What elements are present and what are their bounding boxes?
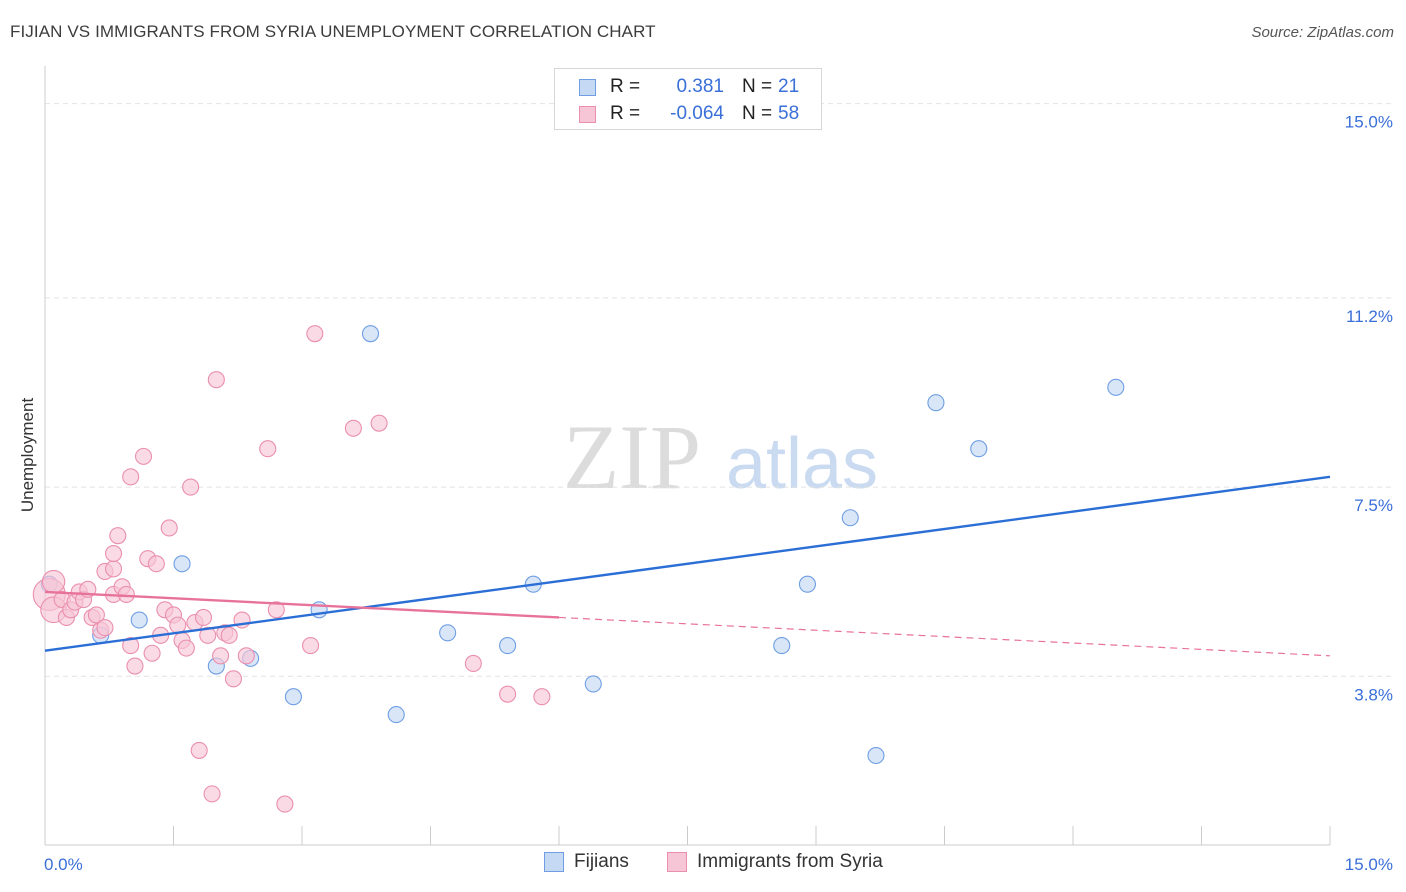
syria-point [533,688,551,706]
y-tick-label: 15.0% [1345,113,1393,132]
legend-item-syria[interactable]: Immigrants from Syria [667,851,883,873]
fijians-point [284,688,302,706]
series-legend: Fijians Immigrants from Syria [0,851,1406,877]
y-tick-label: 3.8% [1354,685,1393,704]
legend-row-syria: R = -0.064 N = 58 [579,102,808,126]
syria-point [237,647,255,665]
legend-item-fijians[interactable]: Fijians [544,851,629,873]
syria-point [224,670,243,688]
syria-swatch [579,105,596,123]
watermark-atlas: atlas [726,424,878,504]
correlation-legend: R = 0.381 N = 21 R = -0.064 N = 58 [554,68,822,130]
syria-point [177,639,195,657]
syria-point [276,795,294,813]
fijians-point [499,637,517,655]
syria-point [104,544,123,563]
syria-point [143,644,161,662]
syria-point [122,637,140,655]
fijians-point [387,706,405,724]
syria-point [147,555,165,573]
n-label: N = [742,76,773,97]
syria-point [96,619,114,637]
fijians-legend-swatch [544,852,564,872]
syria-point [160,519,178,537]
fijians-point [584,675,602,693]
syria-point [182,478,200,496]
syria-point [126,657,144,675]
syria-point [370,414,388,432]
chart-title: FIJIAN VS IMMIGRANTS FROM SYRIA UNEMPLOY… [10,22,656,41]
fijians-point [130,611,148,629]
syria-legend-swatch [667,852,687,872]
fijians-point [970,440,988,458]
fijians-trend-line [44,475,1331,652]
syria-legend-label: Immigrants from Syria [697,851,883,872]
y-tick-label: 11.2% [1346,307,1393,326]
chart-source: Source: ZipAtlas.com [1251,24,1394,41]
fijians-point [773,637,791,655]
syria-point [41,569,66,594]
n-label: N = [742,103,773,124]
r-value: 0.381 [676,76,724,97]
syria-point [203,785,221,803]
syria-point [464,654,482,673]
syria-point [199,626,217,644]
syria-point [259,440,277,458]
n-value: 58 [778,103,800,124]
r-label: R = [610,76,641,97]
y-tick-label: 7.5% [1354,496,1393,515]
syria-point [220,626,238,644]
r-value: -0.064 [670,103,724,124]
syria-point [499,685,517,703]
fijians-point [173,555,191,573]
syria-point [212,647,230,665]
syria-point [169,616,187,634]
syria-trend-line [44,590,560,619]
legend-row-fijians: R = 0.381 N = 21 [579,75,808,99]
fijians-point [841,509,859,527]
fijians-point [439,624,457,642]
fijians-legend-label: Fijians [574,851,629,872]
fijians-point [1107,378,1125,396]
fijians-point [867,746,885,765]
x-tick-label-right: 15.0% [1345,855,1393,874]
syria-point [104,560,123,578]
syria-point [134,447,153,465]
watermark-zip: ZIP [563,406,701,508]
syria-point [109,527,127,545]
syria-point [190,741,208,759]
syria-point [344,419,362,437]
n-value: 21 [778,76,800,97]
syria-point [302,637,320,655]
syria-point [207,371,225,389]
fijians-point [798,575,816,593]
fijians-point [927,394,945,412]
syria-point [122,468,140,486]
syria-point [117,585,135,603]
fijians-point [361,325,380,343]
fijians-swatch [579,78,596,96]
syria-point [194,608,213,627]
syria-point [267,601,285,619]
r-label: R = [610,103,641,124]
x-tick-label-left: 0.0% [44,855,83,874]
syria-trend-extension [558,616,1331,657]
syria-point [306,325,324,343]
